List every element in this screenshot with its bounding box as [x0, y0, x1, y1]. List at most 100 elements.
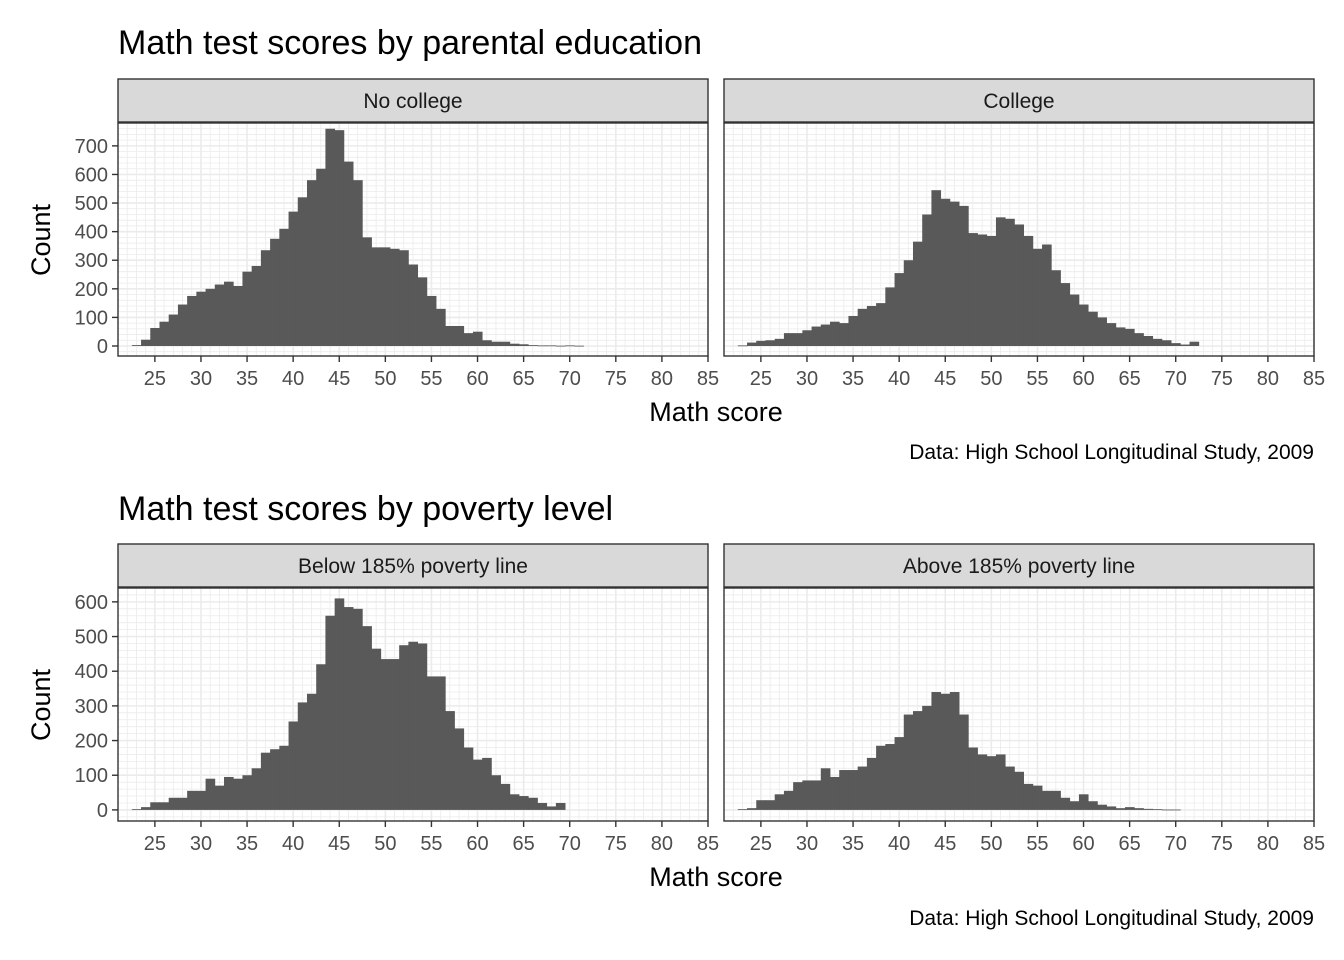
- histogram-bar: [168, 797, 179, 810]
- chart-2-plot-left-border: [117, 587, 709, 822]
- histogram-bar: [491, 341, 501, 346]
- histogram-bar: [233, 778, 243, 810]
- histogram-bar: [380, 659, 391, 810]
- chart-2-left-x-axis: 25 30 35 40 45 50 55 60 65 70 75 80 85: [144, 821, 719, 855]
- chart-2-strip-right: [723, 543, 1315, 588]
- y-tick-label: 0: [97, 336, 108, 358]
- histogram-bar: [1161, 809, 1172, 811]
- x-tick-label: 25: [750, 833, 772, 855]
- histogram-bar: [353, 180, 363, 346]
- histogram-bar: [242, 775, 253, 810]
- histogram-bar: [1023, 235, 1034, 346]
- histogram-bar: [1125, 807, 1135, 810]
- x-tick-label: 70: [559, 368, 581, 390]
- histogram-bar: [546, 806, 557, 810]
- histogram-bar: [811, 780, 822, 810]
- histogram-bar: [756, 800, 766, 810]
- histogram-bar: [876, 745, 886, 810]
- histogram-bar: [1078, 304, 1089, 346]
- histogram-bar: [371, 648, 382, 810]
- histogram-bar: [1088, 311, 1098, 346]
- histogram-bar: [454, 728, 465, 810]
- chart-1-left-x-axis: 25 30 35 40 45 50 55 60 65 70 75 80 85: [144, 356, 719, 390]
- histogram-bar: [325, 128, 336, 346]
- chart-1-caption: Data: High School Longitudinal Study, 20…: [909, 441, 1314, 464]
- histogram-bar: [866, 305, 877, 346]
- x-tick-label: 85: [1303, 368, 1325, 390]
- histogram-bar: [362, 626, 372, 810]
- chart-2-caption: Data: High School Longitudinal Study, 20…: [909, 907, 1314, 930]
- histogram-bar: [555, 802, 566, 810]
- histogram-bar: [224, 281, 234, 346]
- histogram-bar: [940, 198, 951, 346]
- x-tick-label: 35: [842, 368, 864, 390]
- histogram-bar: [279, 228, 289, 346]
- histogram-bar: [885, 287, 895, 346]
- histogram-bar: [1042, 244, 1052, 346]
- histogram-bar: [555, 345, 566, 347]
- histogram-bar: [1143, 808, 1154, 810]
- histogram-bar: [959, 714, 969, 810]
- x-tick-label: 65: [1119, 368, 1141, 390]
- histogram-bar: [830, 776, 840, 810]
- histogram-bar: [288, 721, 299, 810]
- histogram-bar: [737, 345, 748, 347]
- x-tick-label: 60: [1072, 368, 1094, 390]
- chart-1-left-bars: [131, 128, 584, 347]
- histogram-bar: [912, 241, 923, 346]
- histogram-bar: [565, 345, 575, 347]
- x-tick-label: 50: [980, 368, 1002, 390]
- x-tick-label: 30: [190, 368, 212, 390]
- histogram-bar: [408, 264, 419, 346]
- histogram-bar: [1134, 808, 1144, 810]
- x-tick-label: 70: [559, 833, 581, 855]
- x-tick-label: 35: [842, 833, 864, 855]
- histogram-bar: [1014, 224, 1025, 346]
- histogram-bar: [885, 744, 895, 810]
- histogram-bar: [793, 782, 803, 810]
- y-tick-label: 500: [75, 193, 108, 215]
- histogram-bar: [362, 237, 372, 346]
- chart-1-right-x-axis: 25 30 35 40 45 50 55 60 65 70 75 80 85: [750, 356, 1325, 390]
- histogram-bar: [756, 340, 766, 346]
- histogram-bar: [436, 308, 446, 346]
- histogram-bar: [949, 201, 960, 346]
- histogram-bar: [1161, 340, 1172, 346]
- histogram-bar: [1097, 317, 1107, 346]
- x-tick-label: 35: [236, 368, 258, 390]
- histogram-bar: [1106, 806, 1117, 810]
- histogram-bar: [224, 776, 234, 810]
- histogram-bar: [995, 754, 1006, 810]
- x-tick-label: 40: [888, 368, 910, 390]
- x-tick-label: 50: [980, 833, 1002, 855]
- histogram-bar: [343, 161, 354, 346]
- histogram-bar: [463, 333, 474, 346]
- y-tick-label: 200: [75, 279, 108, 301]
- x-tick-label: 75: [1211, 833, 1233, 855]
- histogram-bar: [417, 643, 428, 810]
- chart-2-right-x-axis: 25 30 35 40 45 50 55 60 65 70 75 80 85: [750, 821, 1325, 855]
- x-tick-label: 55: [420, 368, 442, 390]
- histogram-bar: [574, 345, 584, 347]
- chart-2-panel-right: Above 185% poverty line 25 30 35 40 45 50 55 60…: [723, 543, 1325, 855]
- chart-2-y-axis-title: Count: [26, 668, 56, 741]
- histogram-bar: [519, 796, 529, 810]
- histogram-bar: [242, 271, 253, 346]
- x-tick-label: 65: [513, 833, 535, 855]
- histogram-bar: [279, 745, 289, 810]
- histogram-bar: [233, 285, 243, 346]
- chart-2-plot-right-border: [723, 587, 1315, 822]
- histogram-bar: [389, 659, 400, 810]
- chart-2-y-axis: 0 100 200 300 400 500 600: [75, 592, 118, 822]
- chart-1-strip-right-label: College: [983, 90, 1054, 113]
- y-tick-label: 200: [75, 731, 108, 753]
- histogram-bar: [270, 749, 280, 810]
- histogram-bar: [894, 737, 905, 810]
- histogram-bar: [848, 315, 859, 346]
- x-tick-label: 40: [282, 833, 304, 855]
- histogram-bar: [1051, 270, 1061, 346]
- histogram-bar: [509, 343, 520, 346]
- histogram-bar: [1032, 248, 1043, 346]
- y-tick-label: 600: [75, 592, 108, 614]
- y-tick-label: 400: [75, 222, 108, 244]
